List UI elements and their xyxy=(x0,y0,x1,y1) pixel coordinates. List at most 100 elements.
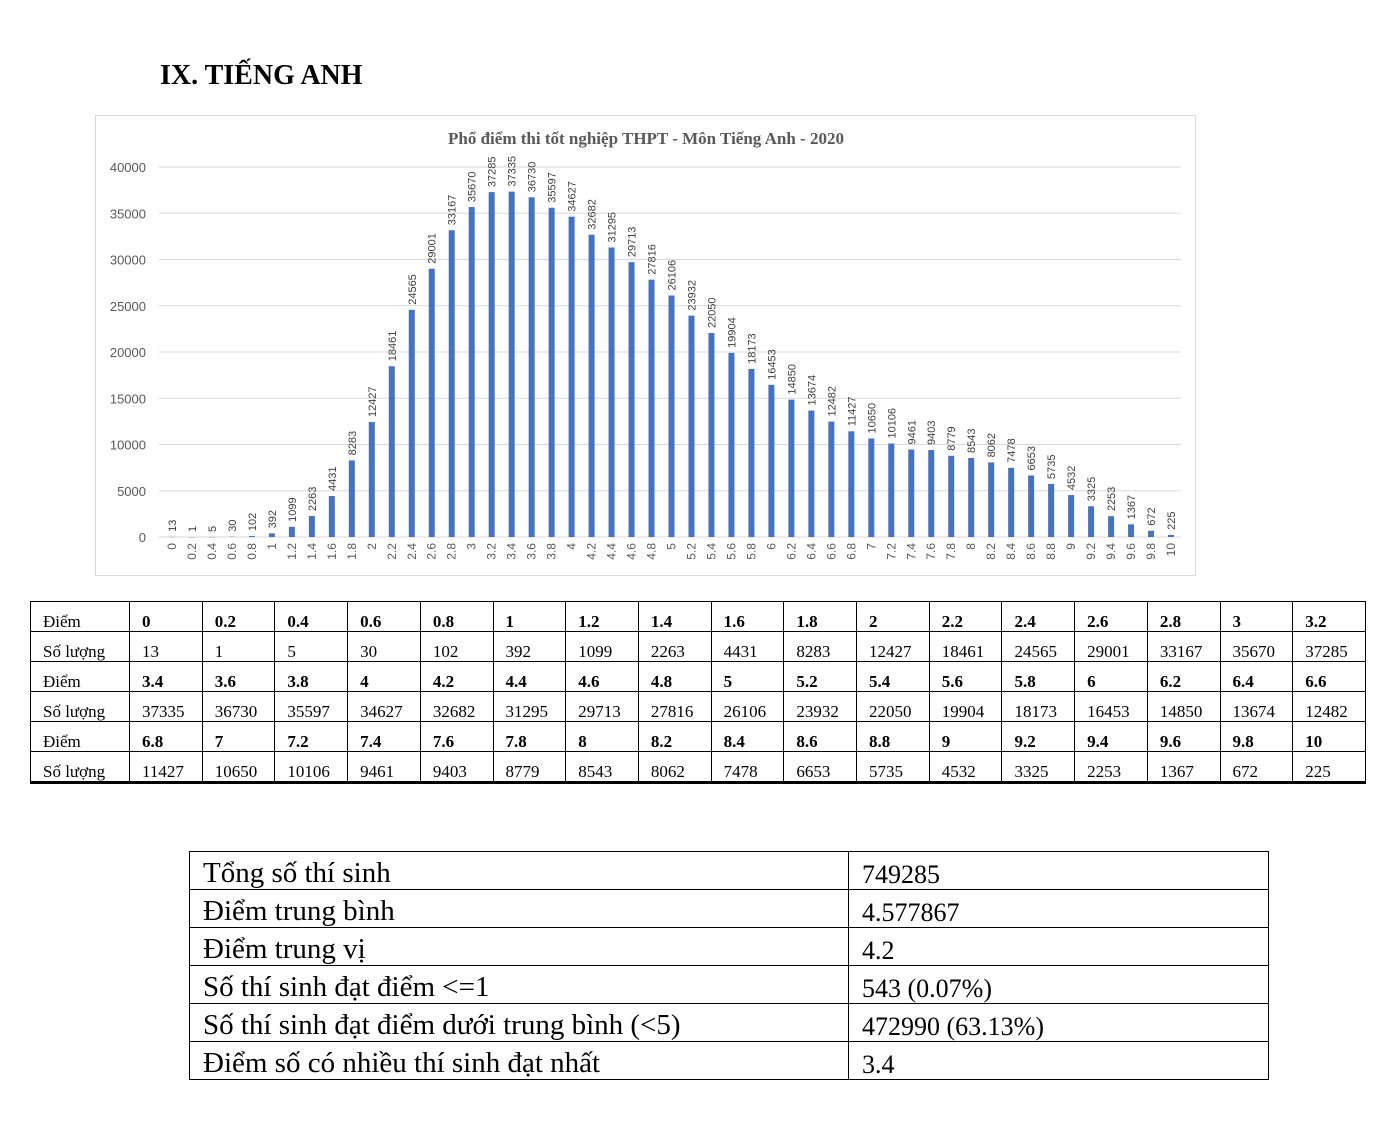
score-cell: 9.6 xyxy=(1146,721,1221,752)
data-label: 102 xyxy=(247,513,259,531)
count-cell: 1367 xyxy=(1146,751,1221,784)
bar xyxy=(968,457,975,537)
bar xyxy=(828,421,835,537)
count-cell: 29713 xyxy=(565,691,639,722)
x-tick-label: 2.2 xyxy=(385,543,399,560)
score-cell: 0.2 xyxy=(201,601,276,632)
bar xyxy=(868,438,875,537)
count-row: Số lượng 13 1 5 30 102 392 1099 2263 4431 8283 1242… xyxy=(30,631,1366,662)
x-tick-label: 9.6 xyxy=(1124,543,1138,560)
data-label: 36730 xyxy=(527,162,539,193)
x-tick-label: 4.8 xyxy=(645,543,659,560)
score-cell: 9 xyxy=(928,721,1003,752)
x-tick-label: 7 xyxy=(864,543,878,550)
summary-label: Điểm số có nhiều thí sinh đạt nhất xyxy=(189,1041,849,1080)
score-cell: 3.4 xyxy=(129,661,203,692)
x-tick-label: 1.4 xyxy=(305,543,319,560)
bar xyxy=(928,450,935,537)
count-cell: 29001 xyxy=(1074,631,1148,662)
count-cell: 32682 xyxy=(419,691,494,722)
bar xyxy=(248,536,255,537)
score-cell: 3.8 xyxy=(274,661,349,692)
x-tick-label: 4.2 xyxy=(585,543,599,560)
score-cell: 2.2 xyxy=(928,601,1003,632)
summary-row: Điểm trung bình 4.577867 xyxy=(189,889,1269,928)
x-tick-label: 5.8 xyxy=(744,543,758,560)
x-tick-label: 0.4 xyxy=(205,543,219,560)
x-tick-label: 8 xyxy=(964,543,978,550)
count-cell: 12427 xyxy=(856,631,930,662)
data-label: 29001 xyxy=(427,233,439,264)
summary-value: 4.2 xyxy=(848,927,1269,966)
summary-row: Điểm số có nhiều thí sinh đạt nhất 3.4 xyxy=(189,1041,1269,1080)
score-cell: 6.6 xyxy=(1292,661,1366,692)
count-cell: 5735 xyxy=(856,751,930,784)
score-cell: 4.8 xyxy=(637,661,712,692)
bar xyxy=(428,268,435,537)
count-cell: 8283 xyxy=(783,631,858,662)
score-cell: 1.8 xyxy=(783,601,858,632)
score-cell: 1.4 xyxy=(637,601,712,632)
bar xyxy=(268,533,275,537)
data-label: 9461 xyxy=(906,420,918,444)
summary-value: 472990 (63.13%) xyxy=(848,1003,1269,1042)
bar xyxy=(768,384,775,537)
score-cell: 0 xyxy=(129,601,203,632)
x-tick-label: 9.8 xyxy=(1144,543,1158,560)
count-cell: 36730 xyxy=(201,691,276,722)
bar xyxy=(908,449,915,537)
count-cell: 7478 xyxy=(710,751,785,784)
bar xyxy=(948,455,955,537)
bar xyxy=(568,216,575,537)
x-tick-label: 9.2 xyxy=(1084,543,1098,560)
x-tick-label: 6.8 xyxy=(844,543,858,560)
count-cell: 23932 xyxy=(783,691,858,722)
score-distribution-table: Điểm 0 0.2 0.4 0.6 0.8 1 1.2 1.4 1.6 1.8 2 2.2 2.4 2.6… xyxy=(30,601,1366,784)
score-cell: 4.6 xyxy=(565,661,639,692)
count-cell: 2263 xyxy=(637,631,712,662)
score-cell: 8.8 xyxy=(856,721,930,752)
bar xyxy=(368,422,375,537)
count-cell: 1099 xyxy=(565,631,639,662)
y-tick-label: 10000 xyxy=(110,438,146,453)
score-cell: 1 xyxy=(492,601,567,632)
x-tick-label: 2.4 xyxy=(405,543,419,560)
summary-table: Tổng số thí sinh 749285 Điểm trung bình 4.5… xyxy=(189,851,1269,1080)
data-label: 1099 xyxy=(287,497,299,521)
bar xyxy=(688,315,695,537)
summary-value: 749285 xyxy=(848,851,1269,890)
score-cell: 10 xyxy=(1292,721,1366,752)
data-label: 18173 xyxy=(746,333,758,364)
x-tick-label: 3.2 xyxy=(485,543,499,560)
count-cell: 9461 xyxy=(347,751,421,784)
x-tick-label: 5.6 xyxy=(724,543,738,560)
score-cell: 4.4 xyxy=(492,661,567,692)
data-label: 18461 xyxy=(387,331,399,362)
data-label: 37285 xyxy=(487,157,499,188)
score-cell: 6.8 xyxy=(129,721,203,752)
bar xyxy=(388,366,395,537)
score-cell: 0.8 xyxy=(419,601,494,632)
bar xyxy=(288,526,295,537)
data-label: 2263 xyxy=(307,487,319,511)
count-cell: 2253 xyxy=(1074,751,1148,784)
count-cell: 18173 xyxy=(1001,691,1076,722)
x-tick-label: 7.4 xyxy=(904,543,918,560)
bar xyxy=(808,410,815,537)
count-cell: 10106 xyxy=(274,751,349,784)
x-tick-label: 2.8 xyxy=(445,543,459,560)
score-row-label: Điểm xyxy=(30,661,130,692)
summary-row: Điểm trung vị 4.2 xyxy=(189,927,1269,966)
data-label: 24565 xyxy=(407,274,419,305)
count-cell: 9403 xyxy=(419,751,494,784)
bar xyxy=(1148,530,1155,537)
count-cell: 18461 xyxy=(928,631,1003,662)
bar xyxy=(488,192,495,537)
count-cell: 11427 xyxy=(129,751,203,784)
bar xyxy=(448,230,455,537)
data-label: 32682 xyxy=(587,199,599,230)
bar xyxy=(1108,516,1115,537)
score-cell: 6.2 xyxy=(1146,661,1221,692)
bar xyxy=(528,197,535,537)
x-tick-label: 9 xyxy=(1064,543,1078,550)
